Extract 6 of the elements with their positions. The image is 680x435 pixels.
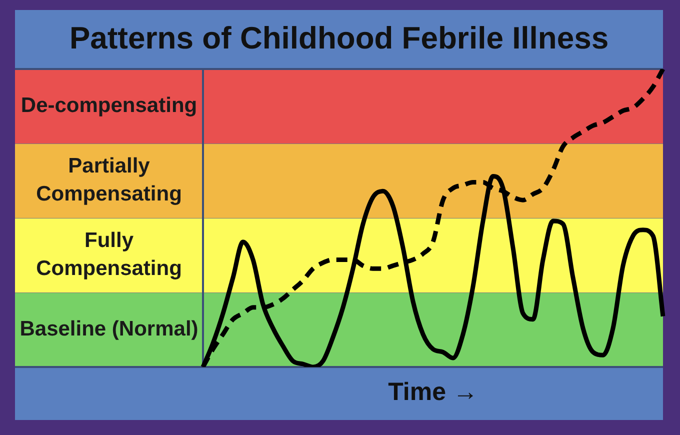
band-label: Partially Compensating <box>36 154 182 206</box>
band-label: Fully Compensating <box>36 229 182 280</box>
band-label: Baseline (Normal) <box>20 318 198 341</box>
x-axis-title: Time → <box>388 378 478 406</box>
band-label: De-compensating <box>20 94 198 118</box>
chart-title: Patterns of Childhood Febrile Illness <box>69 20 609 56</box>
